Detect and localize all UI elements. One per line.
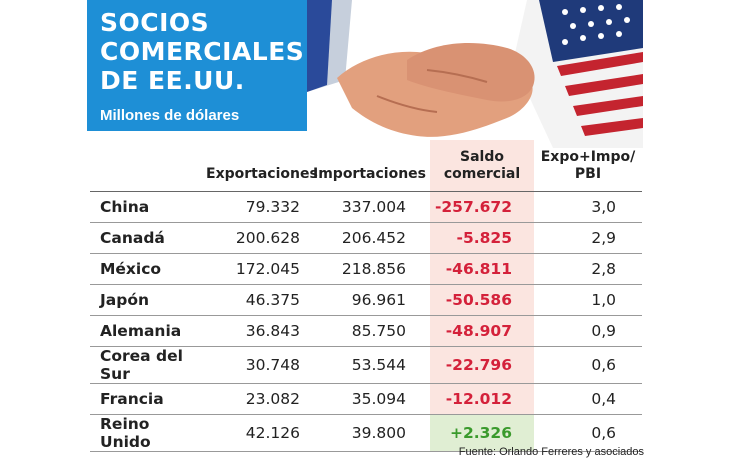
ratio-cell: 3,0 [534, 191, 642, 223]
table-row: Francia 23.082 35.094 -12.012 0,4 [90, 383, 642, 415]
flag-stripes [557, 52, 643, 136]
header-country [90, 140, 202, 192]
saldo-cell: -46.811 [430, 253, 534, 285]
ratio-cell: 0,6 [534, 414, 642, 452]
importaciones-cell: 53.544 [308, 346, 430, 384]
flag-stars [562, 4, 630, 45]
importaciones-cell: 337.004 [308, 191, 430, 223]
table-row: Canadá 200.628 206.452 -5.825 2,9 [90, 222, 642, 254]
ratio-cell: 2,8 [534, 253, 642, 285]
importaciones-cell: 39.800 [308, 414, 430, 452]
trade-partners-table: Exportaciones Importaciones Saldo comerci… [90, 140, 642, 452]
flag-canton [539, 0, 643, 62]
chart-title-line-2: COMERCIALES [100, 37, 305, 66]
saldo-cell: -50.586 [430, 284, 534, 316]
header-exportaciones: Exportaciones [206, 166, 318, 182]
ratio-cell: 2,9 [534, 222, 642, 254]
country-cell: Francia [90, 383, 202, 415]
exportaciones-cell: 36.843 [202, 315, 308, 347]
header-importaciones: Importaciones [313, 166, 426, 182]
ratio-cell: 0,9 [534, 315, 642, 347]
exportaciones-cell: 42.126 [202, 414, 308, 452]
importaciones-cell: 218.856 [308, 253, 430, 285]
country-cell: México [90, 253, 202, 285]
country-cell: Japón [90, 284, 202, 316]
country-cell: Canadá [90, 222, 202, 254]
ratio-cell: 0,6 [534, 346, 642, 384]
saldo-cell: -12.012 [430, 383, 534, 415]
importaciones-cell: 35.094 [308, 383, 430, 415]
header-saldo-comercial: Saldo comercial [430, 140, 534, 192]
importaciones-cell: 85.750 [308, 315, 430, 347]
saldo-cell: -257.672 [430, 191, 534, 223]
table-body: China 79.332 337.004 -257.672 3,0 Canadá 200.6… [90, 191, 642, 452]
saldo-cell: +2.326 [430, 414, 534, 452]
saldo-cell: -22.796 [430, 346, 534, 384]
hand-right [407, 43, 535, 102]
header-ratio-pbi: Expo+Impo/PBI [540, 149, 636, 182]
table-row: Corea del Sur 30.748 53.544 -22.796 0,6 [90, 346, 642, 384]
table-row: Alemania 36.843 85.750 -48.907 0,9 [90, 315, 642, 347]
saldo-cell: -5.825 [430, 222, 534, 254]
left-sleeve-blue [307, 0, 332, 92]
chart-subtitle: Millones de dólares [100, 107, 240, 124]
handshake-illustration [307, 0, 643, 148]
importaciones-cell: 96.961 [308, 284, 430, 316]
table-row: China 79.332 337.004 -257.672 3,0 [90, 191, 642, 223]
chart-title-line-1: SOCIOS [100, 8, 210, 37]
exportaciones-cell: 79.332 [202, 191, 308, 223]
exportaciones-cell: 46.375 [202, 284, 308, 316]
ratio-cell: 0,4 [534, 383, 642, 415]
hand-left [337, 51, 533, 137]
ratio-cell: 1,0 [534, 284, 642, 316]
saldo-cell: -48.907 [430, 315, 534, 347]
table-header-row: Exportaciones Importaciones Saldo comerci… [90, 140, 642, 192]
table-row: México 172.045 218.856 -46.811 2,8 [90, 253, 642, 285]
importaciones-cell: 206.452 [308, 222, 430, 254]
country-cell: Corea del Sur [90, 346, 202, 384]
country-cell: Reino Unido [90, 414, 202, 452]
handshake-image [307, 0, 643, 148]
country-cell: Alemania [90, 315, 202, 347]
table-row: Japón 46.375 96.961 -50.586 1,0 [90, 284, 642, 316]
exportaciones-cell: 172.045 [202, 253, 308, 285]
exportaciones-cell: 200.628 [202, 222, 308, 254]
chart-title-line-3: DE EE.UU. [100, 66, 245, 95]
source-note: Fuente: Orlando Ferreres y asociados [458, 446, 644, 458]
table-row: Reino Unido 42.126 39.800 +2.326 0,6 [90, 414, 642, 452]
exportaciones-cell: 30.748 [202, 346, 308, 384]
exportaciones-cell: 23.082 [202, 383, 308, 415]
country-cell: China [90, 191, 202, 223]
chart-title: SOCIOS COMERCIALES DE EE.UU. [100, 8, 304, 95]
title-block: SOCIOS COMERCIALES DE EE.UU. Millones de… [87, 0, 307, 131]
